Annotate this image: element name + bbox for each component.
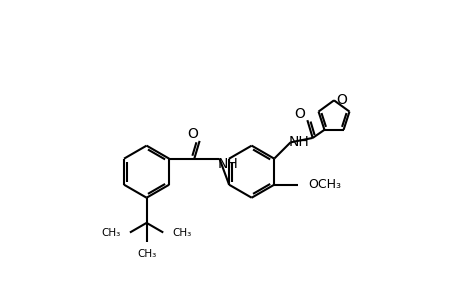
Text: CH₃: CH₃ — [172, 228, 191, 237]
Text: O: O — [188, 127, 198, 141]
Text: CH₃: CH₃ — [102, 228, 121, 237]
Text: NH: NH — [217, 157, 238, 171]
Text: OCH₃: OCH₃ — [308, 178, 341, 191]
Text: CH₃: CH₃ — [137, 249, 156, 259]
Text: O: O — [337, 93, 347, 107]
Text: NH: NH — [289, 135, 310, 149]
Text: O: O — [294, 107, 305, 121]
